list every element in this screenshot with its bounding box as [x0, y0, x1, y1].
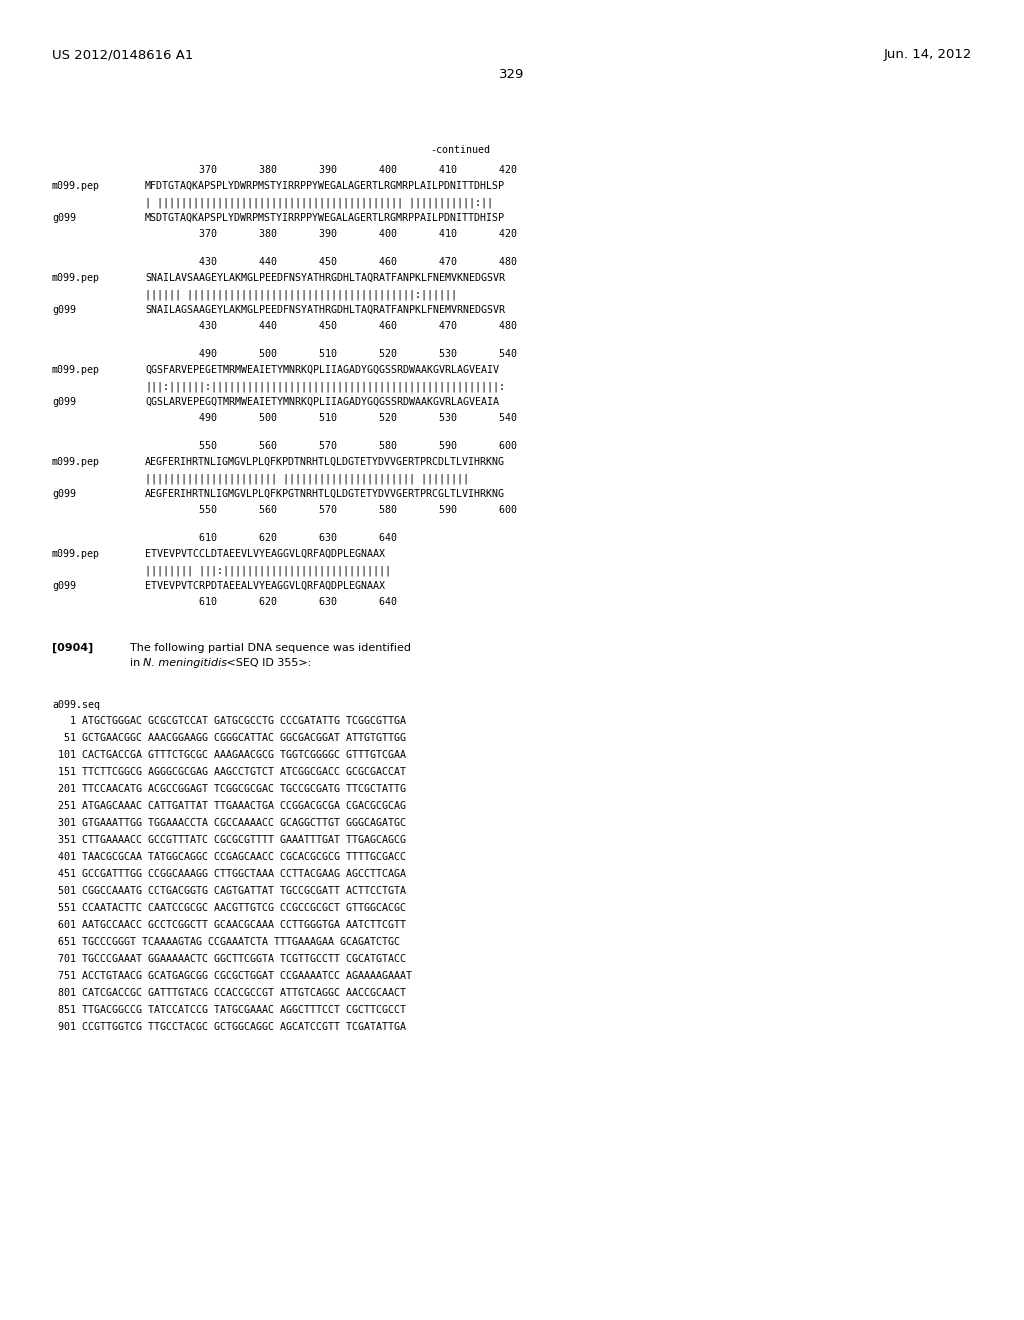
Text: |||||||| |||:||||||||||||||||||||||||||||: |||||||| |||:|||||||||||||||||||||||||||… [145, 565, 391, 576]
Text: 430       440       450       460       470       480: 430 440 450 460 470 480 [145, 321, 517, 331]
Text: QGSLARVEPEGQTMRMWEAIETYMNRKQPLIIAGADYGQGSSRDWAAKGVRLAGVEAIA: QGSLARVEPEGQTMRMWEAIETYMNRKQPLIIAGADYGQG… [145, 397, 499, 407]
Text: The following partial DNA sequence was identified: The following partial DNA sequence was i… [130, 643, 411, 653]
Text: 370       380       390       400       410       420: 370 380 390 400 410 420 [145, 165, 517, 176]
Text: MFDTGTAQKAPSPLYDWRPMSTYIRRPPYWEGALAGERTLRGMRPLAILPDNITTDHLSP: MFDTGTAQKAPSPLYDWRPMSTYIRRPPYWEGALAGERTL… [145, 181, 505, 191]
Text: 701 TGCCCGAAAT GGAAAAACTC GGCTTCGGTA TCGTTGCCTT CGCATGTACC: 701 TGCCCGAAAT GGAAAAACTC GGCTTCGGTA TCG… [52, 954, 406, 964]
Text: AEGFERIHRTNLIGMGVLPLQFKPDTNRHTLQLDGTETYDVVGERTPRCDLTLVIHRKNG: AEGFERIHRTNLIGMGVLPLQFKPDTNRHTLQLDGTETYD… [145, 457, 505, 467]
Text: 51 GCTGAACGGC AAACGGAAGG CGGGCATTAC GGCGACGGAT ATTGTGTTGG: 51 GCTGAACGGC AAACGGAAGG CGGGCATTAC GGCG… [52, 733, 406, 743]
Text: 401 TAACGCGCAA TATGGCAGGC CCGAGCAACC CGCACGCGCG TTTTGCGACC: 401 TAACGCGCAA TATGGCAGGC CCGAGCAACC CGC… [52, 851, 406, 862]
Text: in: in [130, 657, 143, 668]
Text: 151 TTCTTCGGCG AGGGCGCGAG AAGCCTGTCT ATCGGCGACC GCGCGACCAT: 151 TTCTTCGGCG AGGGCGCGAG AAGCCTGTCT ATC… [52, 767, 406, 777]
Text: 430       440       450       460       470       480: 430 440 450 460 470 480 [145, 257, 517, 267]
Text: ETVEVPVTCRPDTAEEALVYEAGGVLQRFAQDPLEGNAAX: ETVEVPVTCRPDTAEEALVYEAGGVLQRFAQDPLEGNAAX [145, 581, 385, 591]
Text: g099: g099 [52, 305, 76, 315]
Text: m099.pep: m099.pep [52, 457, 100, 467]
Text: -continued: -continued [430, 145, 490, 154]
Text: |||||||||||||||||||||| |||||||||||||||||||||| ||||||||: |||||||||||||||||||||| |||||||||||||||||… [145, 473, 469, 483]
Text: g099: g099 [52, 397, 76, 407]
Text: 490       500       510       520       530       540: 490 500 510 520 530 540 [145, 348, 517, 359]
Text: 851 TTGACGGCCG TATCCATCCG TATGCGAAAC AGGCTTTCCT CGCTTCGCCT: 851 TTGACGGCCG TATCCATCCG TATGCGAAAC AGG… [52, 1005, 406, 1015]
Text: 351 CTTGAAAACC GCCGTTTATC CGCGCGTTTT GAAATTTGAT TTGAGCAGCG: 351 CTTGAAAACC GCCGTTTATC CGCGCGTTTT GAA… [52, 836, 406, 845]
Text: N. meningitidis: N. meningitidis [143, 657, 227, 668]
Text: 651 TGCCCGGGT TCAAAAGTAG CCGAAATCTA TTTGAAAGAA GCAGATCTGC: 651 TGCCCGGGT TCAAAAGTAG CCGAAATCTA TTTG… [52, 937, 400, 946]
Text: Jun. 14, 2012: Jun. 14, 2012 [884, 48, 972, 61]
Text: <SEQ ID 355>:: <SEQ ID 355>: [223, 657, 311, 668]
Text: 901 CCGTTGGTCG TTGCCTACGC GCTGGCAGGC AGCATCCGTT TCGATATTGA: 901 CCGTTGGTCG TTGCCTACGC GCTGGCAGGC AGC… [52, 1022, 406, 1032]
Text: 501 CGGCCAAATG CCTGACGGTG CAGTGATTAT TGCCGCGATT ACTTCCTGTA: 501 CGGCCAAATG CCTGACGGTG CAGTGATTAT TGC… [52, 886, 406, 896]
Text: 370       380       390       400       410       420: 370 380 390 400 410 420 [145, 228, 517, 239]
Text: g099: g099 [52, 581, 76, 591]
Text: MSDTGTAQKAPSPLYDWRPMSTYIRRPPYWEGALAGERTLRGMRPPAILPDNITTDHISP: MSDTGTAQKAPSPLYDWRPMSTYIRRPPYWEGALAGERTL… [145, 213, 505, 223]
Text: SNAILAGSAAGEYLAKMGLPEEDFNSYATHRGDHLTAQRATFANPKLFNEMVRNEDGSVR: SNAILAGSAAGEYLAKMGLPEEDFNSYATHRGDHLTAQRA… [145, 305, 505, 315]
Text: 101 CACTGACCGA GTTTCTGCGC AAAGAACGCG TGGTCGGGGC GTTTGTCGAA: 101 CACTGACCGA GTTTCTGCGC AAAGAACGCG TGG… [52, 750, 406, 760]
Text: 601 AATGCCAACC GCCTCGGCTT GCAACGCAAA CCTTGGGTGA AATCTTCGTT: 601 AATGCCAACC GCCTCGGCTT GCAACGCAAA CCT… [52, 920, 406, 931]
Text: QGSFARVEPEGETMRMWEAIETYMNRKQPLIIAGADYGQGSSRDWAAKGVRLAGVEAIV: QGSFARVEPEGETMRMWEAIETYMNRKQPLIIAGADYGQG… [145, 366, 499, 375]
Text: 550       560       570       580       590       600: 550 560 570 580 590 600 [145, 441, 517, 451]
Text: m099.pep: m099.pep [52, 181, 100, 191]
Text: 610       620       630       640: 610 620 630 640 [145, 597, 397, 607]
Text: 301 GTGAAATTGG TGGAAACCTA CGCCAAAACC GCAGGCTTGT GGGCAGATGC: 301 GTGAAATTGG TGGAAACCTA CGCCAAAACC GCA… [52, 818, 406, 828]
Text: g099: g099 [52, 488, 76, 499]
Text: [0904]: [0904] [52, 643, 93, 653]
Text: 251 ATGAGCAAAC CATTGATTAT TTGAAACTGA CCGGACGCGA CGACGCGCAG: 251 ATGAGCAAAC CATTGATTAT TTGAAACTGA CCG… [52, 801, 406, 810]
Text: |||||| ||||||||||||||||||||||||||||||||||||||:||||||: |||||| |||||||||||||||||||||||||||||||||… [145, 289, 457, 300]
Text: 201 TTCCAACATG ACGCCGGAGT TCGGCGCGAC TGCCGCGATG TTCGCTATTG: 201 TTCCAACATG ACGCCGGAGT TCGGCGCGAC TGC… [52, 784, 406, 795]
Text: AEGFERIHRTNLIGMGVLPLQFKPGTNRHTLQLDGTETYDVVGERTPRCGLTLVIHRKNG: AEGFERIHRTNLIGMGVLPLQFKPGTNRHTLQLDGTETYD… [145, 488, 505, 499]
Text: m099.pep: m099.pep [52, 549, 100, 558]
Text: 1 ATGCTGGGAC GCGCGTCCAT GATGCGCCTG CCCGATATTG TCGGCGTTGA: 1 ATGCTGGGAC GCGCGTCCAT GATGCGCCTG CCCGA… [52, 715, 406, 726]
Text: m099.pep: m099.pep [52, 273, 100, 282]
Text: m099.pep: m099.pep [52, 366, 100, 375]
Text: 329: 329 [500, 69, 524, 81]
Text: US 2012/0148616 A1: US 2012/0148616 A1 [52, 48, 194, 61]
Text: 610       620       630       640: 610 620 630 640 [145, 533, 397, 543]
Text: 490       500       510       520       530       540: 490 500 510 520 530 540 [145, 413, 517, 422]
Text: 801 CATCGACCGC GATTTGTACG CCACCGCCGT ATTGTCAGGC AACCGCAACT: 801 CATCGACCGC GATTTGTACG CCACCGCCGT ATT… [52, 987, 406, 998]
Text: | ||||||||||||||||||||||||||||||||||||||||| |||||||||||:||: | ||||||||||||||||||||||||||||||||||||||… [145, 197, 493, 207]
Text: a099.seq: a099.seq [52, 700, 100, 710]
Text: g099: g099 [52, 213, 76, 223]
Text: SNAILAVSAAGEYLAKMGLPEEDFNSYATHRGDHLTAQRATFANPKLFNEMVKNEDGSVR: SNAILAVSAAGEYLAKMGLPEEDFNSYATHRGDHLTAQRA… [145, 273, 505, 282]
Text: 551 CCAATACTTC CAATCCGCGC AACGTTGTCG CCGCCGCGCT GTTGGCACGC: 551 CCAATACTTC CAATCCGCGC AACGTTGTCG CCG… [52, 903, 406, 913]
Text: 751 ACCTGTAACG GCATGAGCGG CGCGCTGGAT CCGAAAATCC AGAAAAGAAAT: 751 ACCTGTAACG GCATGAGCGG CGCGCTGGAT CCG… [52, 972, 412, 981]
Text: ETVEVPVTCCLDTAEEVLVYEAGGVLQRFAQDPLEGNAAX: ETVEVPVTCCLDTAEEVLVYEAGGVLQRFAQDPLEGNAAX [145, 549, 385, 558]
Text: 550       560       570       580       590       600: 550 560 570 580 590 600 [145, 506, 517, 515]
Text: 451 GCCGATTTGG CCGGCAAAGG CTTGGCTAAA CCTTACGAAG AGCCTTCAGA: 451 GCCGATTTGG CCGGCAAAGG CTTGGCTAAA CCT… [52, 869, 406, 879]
Text: |||:||||||:||||||||||||||||||||||||||||||||||||||||||||||||:: |||:||||||:|||||||||||||||||||||||||||||… [145, 381, 505, 392]
